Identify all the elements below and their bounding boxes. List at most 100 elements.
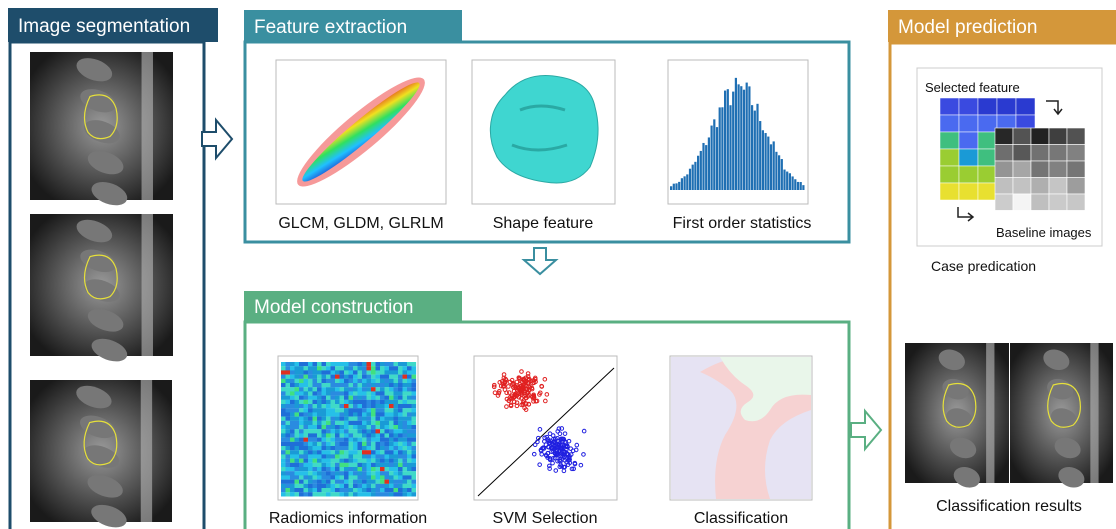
heat-cell	[340, 480, 345, 484]
heat-cell	[290, 383, 295, 387]
hist-bar	[711, 126, 713, 190]
heat-cell	[313, 450, 318, 454]
heat-cell	[403, 488, 408, 492]
heat-cell	[394, 412, 399, 416]
heat-cell	[371, 467, 376, 471]
heat-cell	[380, 391, 385, 395]
heat-cell	[403, 370, 408, 374]
item-label: SVM Selection	[493, 510, 598, 527]
hist-bar	[770, 144, 772, 190]
heat-cell	[403, 446, 408, 450]
heat-cell	[290, 433, 295, 437]
heat-cell	[349, 475, 354, 479]
heat-cell	[299, 421, 304, 425]
heat-cell	[389, 362, 394, 366]
heat-cell	[362, 425, 367, 429]
heat-cell	[349, 379, 354, 383]
heat-cell	[317, 387, 322, 391]
panel-title: Model prediction	[898, 17, 1037, 38]
heat-cell	[308, 492, 313, 496]
heat-cell	[358, 408, 363, 412]
heat-cell	[403, 454, 408, 458]
heat-cell	[326, 379, 331, 383]
heat-cell	[398, 425, 403, 429]
heat-cell	[353, 379, 358, 383]
heat-cell	[326, 387, 331, 391]
heat-cell	[340, 417, 345, 421]
heat-cell	[322, 425, 327, 429]
heat-cell	[412, 446, 417, 450]
heat-cell	[322, 379, 327, 383]
heat-cell	[344, 492, 349, 496]
heat-cell	[281, 467, 286, 471]
heat-cell	[403, 408, 408, 412]
heat-cell	[362, 438, 367, 442]
heat-cell	[362, 383, 367, 387]
heat-cell	[1049, 194, 1067, 211]
heat-cell	[358, 396, 363, 400]
heat-cell	[398, 408, 403, 412]
heat-cell	[308, 408, 313, 412]
heat-cell	[367, 450, 372, 454]
heat-cell	[281, 408, 286, 412]
heat-cell	[353, 484, 358, 488]
heat-cell	[344, 459, 349, 463]
heat-cell	[349, 404, 354, 408]
heat-cell	[367, 366, 372, 370]
heat-cell	[286, 488, 291, 492]
heat-cell	[304, 488, 309, 492]
heat-cell	[403, 450, 408, 454]
heat-cell	[371, 391, 376, 395]
heat-cell	[322, 450, 327, 454]
heat-cell	[322, 429, 327, 433]
heat-cell	[376, 383, 381, 387]
item-label: First order statistics	[673, 215, 812, 232]
heat-cell	[313, 379, 318, 383]
heat-cell	[340, 375, 345, 379]
heat-cell	[978, 149, 997, 166]
heat-cell	[394, 425, 399, 429]
heat-cell	[959, 132, 978, 149]
heat-cell	[335, 475, 340, 479]
heat-cell	[340, 492, 345, 496]
heat-cell	[997, 98, 1016, 115]
heat-cell	[1031, 145, 1049, 162]
heat-cell	[385, 404, 390, 408]
heat-cell	[290, 459, 295, 463]
heat-cell	[295, 387, 300, 391]
heat-cell	[358, 391, 363, 395]
mri-strip	[142, 214, 153, 356]
heat-cell	[299, 417, 304, 421]
heat-cell	[331, 396, 336, 400]
heat-cell	[331, 391, 336, 395]
heat-cell	[353, 383, 358, 387]
heat-cell	[353, 429, 358, 433]
heat-cell	[362, 442, 367, 446]
heat-cell	[299, 459, 304, 463]
heat-cell	[290, 488, 295, 492]
heat-cell	[358, 484, 363, 488]
heat-cell	[389, 446, 394, 450]
heat-cell	[313, 454, 318, 458]
heat-cell	[313, 446, 318, 450]
heat-cell	[385, 475, 390, 479]
heat-cell	[299, 404, 304, 408]
heat-cell	[362, 417, 367, 421]
heat-cell	[322, 467, 327, 471]
heat-cell	[304, 417, 309, 421]
heat-cell	[326, 446, 331, 450]
heat-cell	[358, 475, 363, 479]
heat-cell	[322, 366, 327, 370]
heat-cell	[304, 475, 309, 479]
heat-cell	[286, 459, 291, 463]
heat-cell	[362, 400, 367, 404]
heat-cell	[380, 421, 385, 425]
heat-cell	[371, 433, 376, 437]
heat-cell	[380, 396, 385, 400]
heat-cell	[385, 429, 390, 433]
heat-cell	[389, 387, 394, 391]
heat-cell	[380, 383, 385, 387]
heat-cell	[317, 484, 322, 488]
heat-cell	[367, 446, 372, 450]
panel-title: Image segmentation	[18, 16, 190, 37]
